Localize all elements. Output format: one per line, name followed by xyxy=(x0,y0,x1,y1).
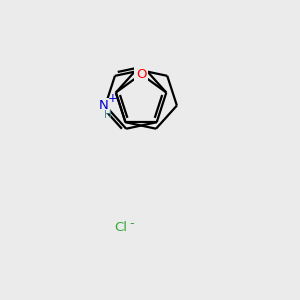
Text: O: O xyxy=(136,68,146,81)
Text: N: N xyxy=(99,99,109,112)
Text: Cl: Cl xyxy=(114,221,127,234)
Text: +: + xyxy=(108,92,118,106)
Text: -: - xyxy=(130,217,134,230)
Text: H: H xyxy=(104,110,112,120)
